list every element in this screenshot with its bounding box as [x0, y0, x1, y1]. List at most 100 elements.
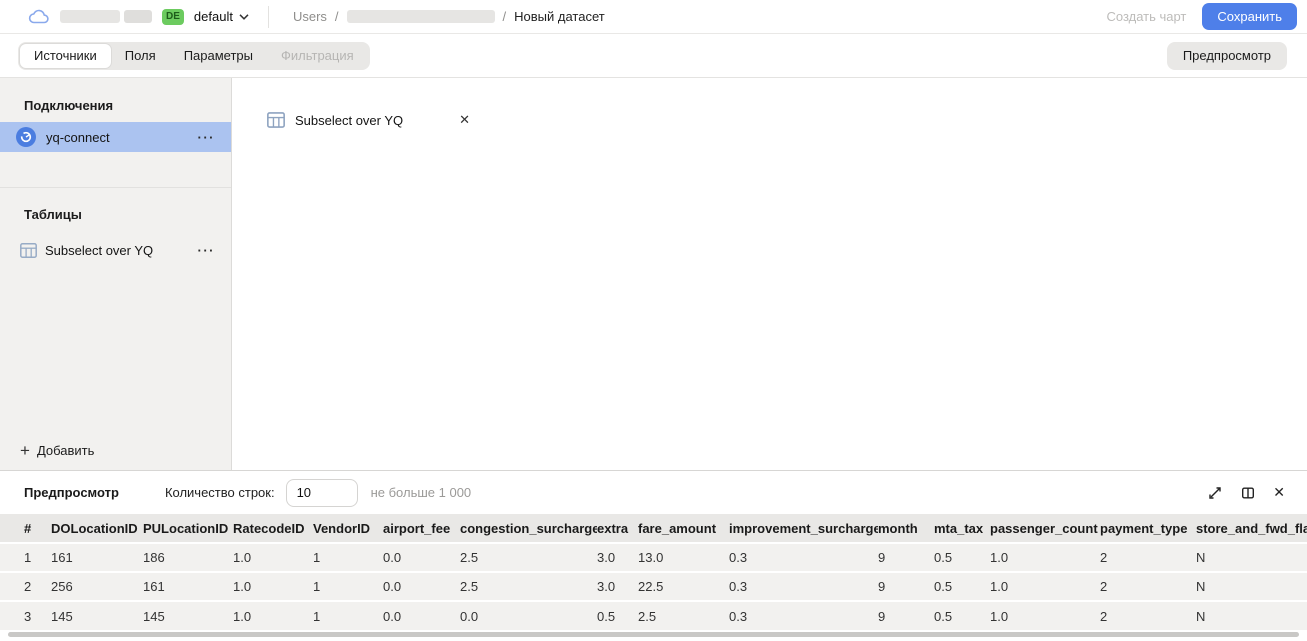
table-cell: 2.5 — [638, 608, 657, 624]
create-chart-button[interactable]: Создать чарт — [1106, 9, 1187, 24]
environment-badge: DE — [162, 8, 184, 25]
table-header-row: # DOLocationID PULocationID RatecodeID Vendo… — [0, 514, 1307, 543]
table-cell: 1.0 — [990, 550, 1009, 565]
column-header: improvement_surcharge — [729, 520, 878, 536]
redacted-breadcrumb-folder[interactable] — [346, 10, 495, 23]
add-source-button[interactable]: + Добавить — [20, 442, 94, 459]
table-icon — [267, 112, 285, 128]
table-cell: 186 — [143, 550, 165, 565]
split-view-icon[interactable] — [1240, 485, 1256, 501]
column-header: extra — [597, 520, 629, 536]
preview-toggle-button[interactable]: Предпросмотр — [1166, 41, 1287, 70]
workspace: Subselect over YQ ✕ — [232, 78, 1307, 470]
table-menu-button[interactable]: ··· — [194, 242, 220, 259]
cloud-icon[interactable] — [28, 9, 50, 25]
breadcrumb-separator: / — [334, 9, 339, 24]
table-cell: 3 — [24, 608, 32, 624]
table-cell: 1 — [313, 608, 321, 624]
row-count-label: Количество строк: — [164, 485, 275, 500]
tab-sources[interactable]: Источники — [20, 43, 111, 68]
table-cell: 2 — [1100, 579, 1108, 594]
horizontal-scrollbar — [4, 632, 1303, 638]
column-header: congestion_surcharge — [460, 520, 597, 536]
preview-header: Предпросмотр Количество строк: не больше… — [0, 471, 1307, 514]
column-header: mta_tax — [934, 520, 984, 536]
yq-connection-icon — [16, 127, 36, 147]
source-chip[interactable]: Subselect over YQ ✕ — [267, 112, 470, 128]
table-source-name: Subselect over YQ — [45, 242, 154, 258]
preview-data-table: # DOLocationID PULocationID RatecodeID Vendo… — [0, 514, 1307, 630]
table-cell: 1.0 — [233, 550, 252, 565]
table-cell: 1 — [313, 579, 321, 594]
table-cell: 0.5 — [934, 608, 953, 624]
table-cell: 256 — [51, 579, 73, 594]
table-cell: 0.3 — [729, 579, 748, 594]
table-cell: 161 — [51, 550, 73, 565]
column-header: passenger_count — [990, 520, 1098, 536]
close-icon[interactable]: ✕ — [459, 112, 471, 127]
folder-switcher[interactable]: default — [194, 9, 250, 24]
table-cell: N — [1196, 579, 1206, 594]
table-cell: 2 — [1100, 608, 1108, 624]
scrollbar-thumb[interactable] — [8, 632, 1299, 637]
table-icon — [20, 242, 37, 258]
tab-fields[interactable]: Поля — [124, 47, 156, 63]
sidebar-divider — [0, 187, 231, 188]
table-cell: 0.3 — [729, 608, 748, 624]
breadcrumb-current: Новый датасет — [514, 9, 605, 24]
row-count-input[interactable] — [285, 478, 358, 507]
preview-panel: Предпросмотр Количество строк: не больше… — [0, 470, 1307, 641]
chevron-down-icon — [238, 13, 250, 21]
table-cell: 2 — [1100, 550, 1108, 565]
topbar-divider — [267, 5, 269, 28]
tab-parameters[interactable]: Параметры — [183, 47, 253, 63]
table-cell: 1.0 — [233, 579, 252, 594]
table-cell: 0.5 — [934, 550, 953, 565]
connection-name: yq-connect — [46, 129, 110, 145]
breadcrumb-root[interactable]: Users — [292, 9, 327, 24]
table-cell: 3.0 — [597, 579, 616, 594]
table-cell: 1 — [24, 550, 32, 565]
table-cell: N — [1196, 550, 1206, 565]
table-cell: 22.5 — [638, 579, 664, 594]
table-cell: 0.3 — [729, 550, 748, 565]
tab-filtering[interactable]: Фильтрация — [281, 47, 354, 63]
column-header: PULocationID — [143, 520, 229, 536]
preview-header-actions: ✕ — [1207, 484, 1285, 501]
redacted-cloud-name-2 — [124, 10, 152, 23]
table-row: 2 256 161 1.0 1 0.0 2.5 3.0 22.5 0.3 9 0.5 1.0 2 N — [0, 572, 1307, 601]
connection-menu-button[interactable]: ··· — [194, 129, 220, 146]
save-button[interactable]: Сохранить — [1202, 3, 1297, 30]
expand-icon[interactable] — [1207, 485, 1223, 501]
table-cell: 13.0 — [638, 550, 664, 565]
sources-sidebar: Подключения yq-connect ··· Таблицы Subse… — [0, 78, 232, 470]
row-count-hint: не больше 1 000 — [370, 485, 472, 500]
add-source-label: Добавить — [36, 443, 95, 458]
column-header: month — [878, 520, 918, 536]
column-header: VendorID — [313, 520, 371, 536]
column-header: fare_amount — [638, 520, 717, 536]
table-cell: 161 — [143, 579, 165, 594]
table-cell: N — [1196, 608, 1206, 624]
connection-item[interactable]: yq-connect ··· — [0, 122, 231, 152]
table-cell: 145 — [51, 608, 73, 624]
table-cell: 0.0 — [383, 550, 402, 565]
table-cell: 0.5 — [934, 579, 953, 594]
table-cell: 1.0 — [233, 608, 252, 624]
connections-title: Подключения — [24, 98, 114, 113]
table-cell: 2.5 — [460, 579, 479, 594]
table-cell: 3.0 — [597, 550, 616, 565]
folder-name: default — [193, 9, 233, 24]
column-header: # — [24, 520, 32, 536]
top-bar: DE default Users / / Новый датасет Созда… — [0, 0, 1307, 34]
table-cell: 9 — [878, 550, 886, 565]
preview-title: Предпросмотр — [24, 485, 119, 500]
topbar-right: Создать чарт Сохранить — [1106, 3, 1307, 30]
topbar-left: DE default Users / / Новый датасет — [0, 5, 605, 28]
close-icon[interactable]: ✕ — [1273, 484, 1285, 500]
table-source-item[interactable]: Subselect over YQ ··· — [0, 236, 231, 264]
table-cell: 0.0 — [383, 579, 402, 594]
tabs-segmented-control: Источники Поля Параметры Фильтрация — [18, 41, 370, 70]
column-header: airport_fee — [383, 520, 451, 536]
table-cell: 145 — [143, 608, 165, 624]
